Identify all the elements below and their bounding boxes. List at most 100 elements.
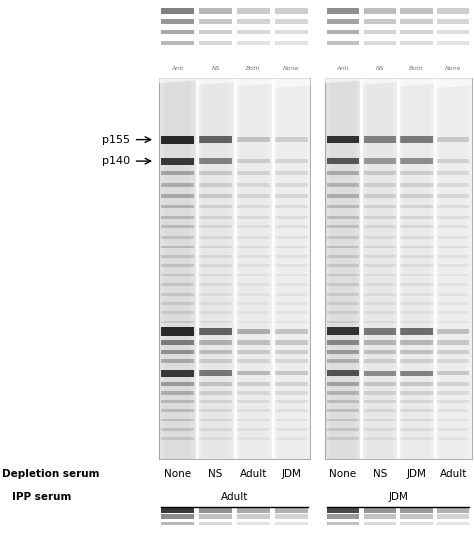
Bar (199, 321, 232, 323)
Bar (401, 391, 433, 395)
Bar (437, 329, 469, 333)
Bar (437, 400, 469, 403)
Bar (199, 419, 232, 421)
Bar (437, 321, 469, 323)
Bar (364, 522, 396, 525)
Bar (401, 321, 433, 323)
Bar (199, 429, 232, 431)
Bar (401, 158, 433, 164)
Text: None: None (283, 67, 300, 71)
Text: NS: NS (373, 469, 387, 478)
Bar (327, 311, 359, 314)
Bar (199, 205, 232, 208)
Bar (437, 273, 469, 276)
Text: JDM: JDM (282, 469, 301, 478)
Bar (161, 369, 194, 377)
Bar (401, 8, 433, 14)
Bar (273, 78, 310, 459)
Bar (275, 329, 308, 333)
Bar (327, 183, 359, 187)
Bar (199, 359, 232, 363)
Bar (199, 245, 232, 248)
Bar (437, 340, 469, 345)
Bar (327, 437, 359, 440)
Bar (237, 8, 270, 14)
Bar (401, 350, 433, 354)
Text: Both: Both (246, 67, 261, 71)
Polygon shape (159, 78, 197, 83)
Bar (364, 514, 396, 519)
Bar (327, 514, 359, 519)
Bar (327, 409, 359, 412)
Bar (327, 171, 359, 175)
Bar (364, 371, 396, 376)
Bar (364, 264, 396, 267)
Bar (237, 400, 270, 403)
Polygon shape (325, 78, 361, 83)
Bar (275, 429, 308, 431)
Bar (275, 311, 308, 314)
Bar (327, 194, 359, 198)
Bar (161, 302, 194, 305)
Bar (327, 8, 359, 14)
Bar (437, 284, 469, 286)
Bar (237, 437, 270, 440)
Bar (199, 264, 232, 267)
Bar (364, 350, 396, 354)
Bar (161, 391, 194, 395)
Bar (199, 371, 232, 376)
Text: NS: NS (375, 67, 384, 71)
Bar (437, 30, 469, 34)
Bar (237, 293, 270, 295)
Bar (401, 359, 433, 363)
Bar (237, 514, 270, 519)
Bar (161, 311, 194, 314)
Bar (199, 293, 232, 295)
Bar (237, 19, 270, 24)
Bar (398, 78, 435, 459)
Bar (161, 183, 194, 187)
Bar (327, 370, 359, 376)
Bar (364, 340, 396, 345)
Bar (237, 194, 270, 198)
Bar (401, 264, 433, 267)
Bar (401, 41, 433, 45)
Bar (310, 78, 325, 459)
Bar (275, 321, 308, 323)
Text: p155: p155 (102, 135, 130, 144)
Bar (275, 264, 308, 267)
Bar (199, 273, 232, 276)
Bar (364, 359, 396, 363)
Bar (161, 236, 194, 238)
Bar (401, 273, 433, 276)
Bar (161, 522, 194, 525)
Bar (199, 19, 232, 24)
Bar (437, 437, 469, 440)
Bar (327, 216, 359, 219)
Bar (161, 419, 194, 421)
Bar (275, 350, 308, 354)
Bar (237, 245, 270, 248)
Bar (161, 273, 194, 276)
Text: JDM: JDM (388, 492, 408, 502)
Bar (364, 236, 396, 238)
Text: None: None (445, 67, 462, 71)
Bar (275, 522, 308, 525)
Bar (364, 400, 396, 403)
Bar (364, 382, 396, 386)
Bar (327, 30, 359, 34)
Bar (275, 205, 308, 208)
Text: Anti: Anti (172, 67, 184, 71)
Polygon shape (398, 78, 435, 86)
Bar (199, 171, 232, 175)
Bar (327, 522, 359, 525)
Bar (364, 136, 396, 143)
Bar (237, 350, 270, 354)
Polygon shape (435, 78, 472, 88)
Bar (199, 409, 232, 412)
Bar (161, 245, 194, 248)
Bar (161, 293, 194, 295)
Bar (159, 78, 472, 459)
Bar (237, 321, 270, 323)
Bar (199, 158, 232, 164)
